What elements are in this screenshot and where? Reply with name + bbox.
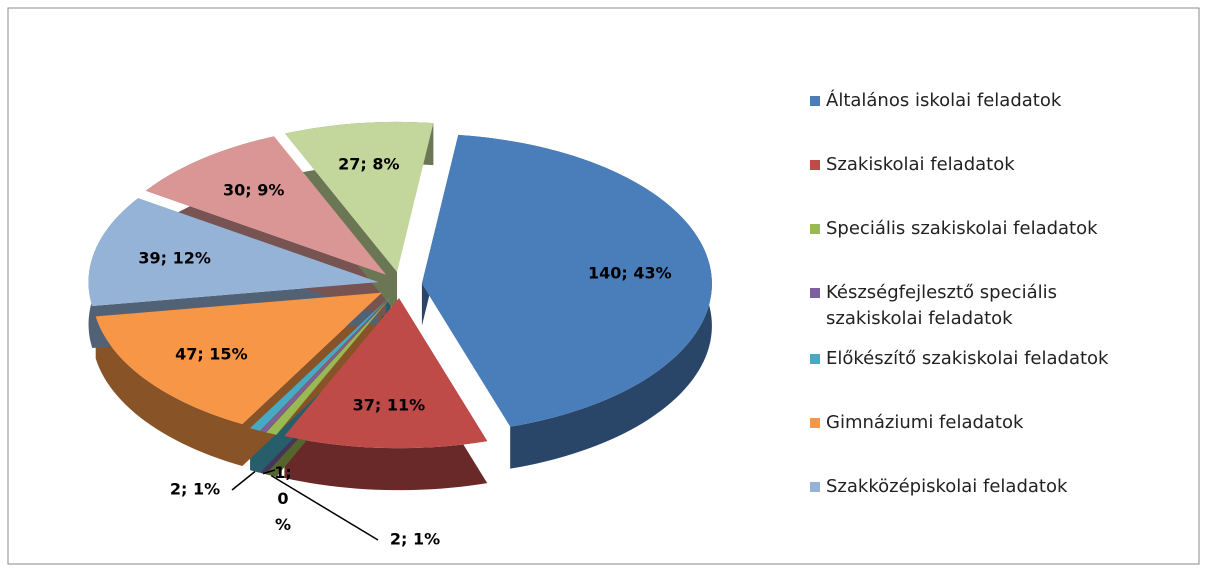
legend-label: Speciális szakiskolai feladatok (826, 218, 1098, 239)
slice (421, 134, 712, 427)
slice-side (95, 292, 383, 467)
leader-line (231, 470, 256, 491)
slice (88, 198, 379, 306)
legend-item: Gimnáziumi feladatok (810, 410, 1190, 474)
legend-swatch (810, 160, 820, 170)
data-label: 47; 15% (175, 344, 248, 363)
slice (260, 296, 391, 433)
legend-label: Szakközépiskolai feladatok (826, 476, 1068, 497)
slice (284, 298, 488, 449)
legend-item: Speciális szakiskolai feladatok (810, 216, 1190, 280)
legend-item: Előkészítő szakiskolai feladatok (810, 346, 1190, 410)
legend-label: Előkészítő szakiskolai feladatok (826, 348, 1109, 369)
legend-swatch (810, 418, 820, 428)
leader-line (270, 475, 379, 541)
legend-item: Készségfejlesztő speciális szakiskolai f… (810, 280, 1190, 346)
legend-swatch (810, 96, 820, 106)
data-label: 1; 0% (274, 463, 292, 534)
slice (145, 136, 387, 275)
data-label: 2; 1% (390, 530, 440, 549)
slice (95, 292, 383, 425)
data-label: 27; 8% (338, 154, 399, 173)
legend-item: Szakiskolai feladatok (810, 152, 1190, 216)
data-label: 39; 12% (138, 248, 211, 267)
legend-label: Általános iskolai feladatok (826, 90, 1062, 111)
legend-label: Szakiskolai feladatok (826, 154, 1015, 175)
legend-swatch (810, 354, 820, 364)
data-label: 37; 11% (353, 396, 426, 415)
slice (285, 121, 434, 272)
data-label: 2; 1% (170, 480, 220, 499)
slice (250, 296, 390, 431)
leader-line (262, 469, 276, 475)
legend-item: Általános iskolai feladatok (810, 88, 1190, 152)
data-label: 30; 9% (223, 181, 284, 200)
legend-swatch (810, 482, 820, 492)
slice (266, 297, 391, 435)
legend-item: Szakközépiskolai feladatok (810, 474, 1190, 538)
legend-swatch (810, 288, 820, 298)
legend-label: Gimnáziumi feladatok (826, 412, 1024, 433)
data-label: 140; 43% (588, 263, 672, 282)
legend-swatch (810, 224, 820, 234)
chart-border (7, 7, 1200, 565)
legend-label: Készségfejlesztő speciális szakiskolai f… (826, 282, 1057, 329)
legend: Általános iskolai feladatok Szakiskolai f… (810, 88, 1190, 538)
